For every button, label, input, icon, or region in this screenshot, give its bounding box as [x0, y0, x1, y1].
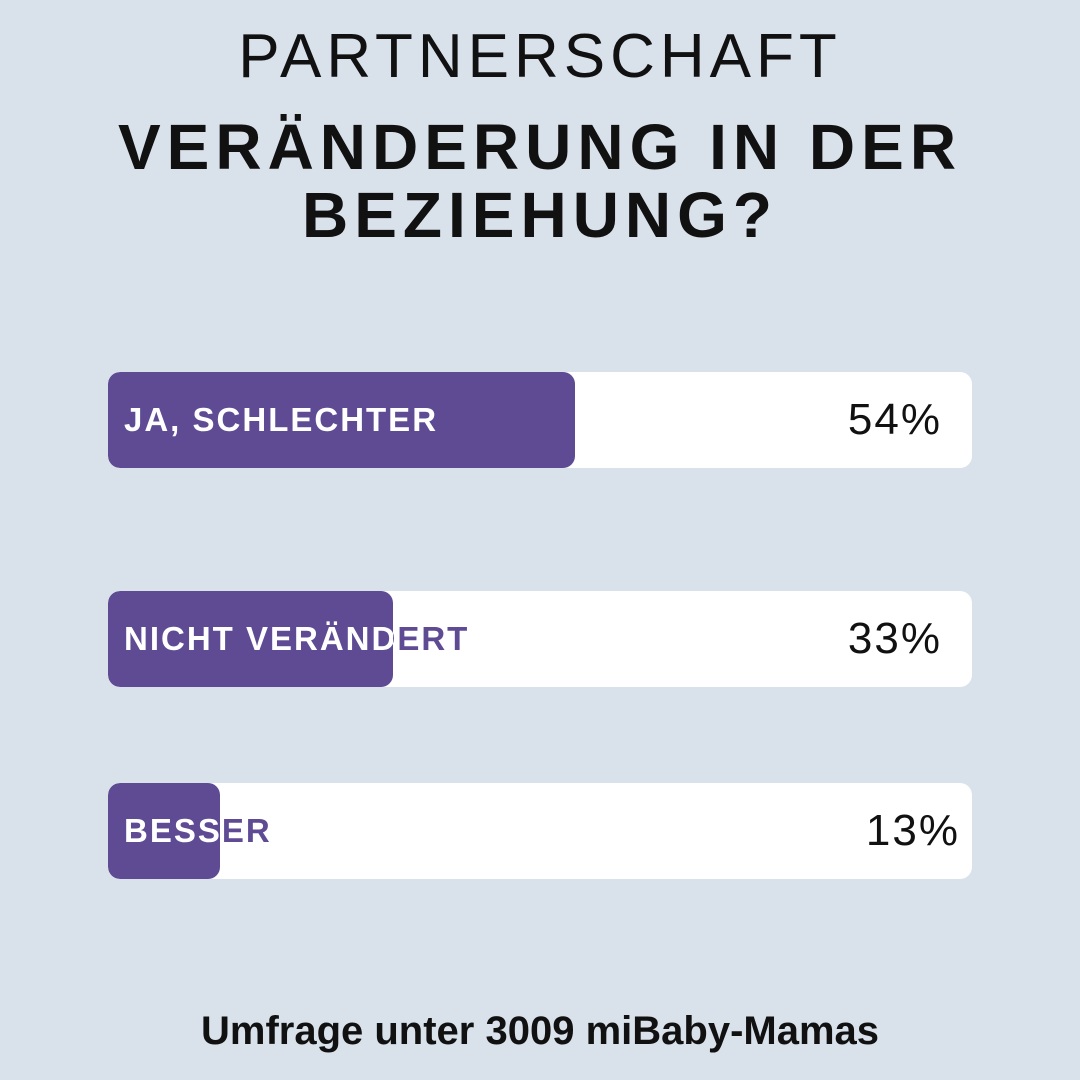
- bar-track-ja-schlechter: JA, SCHLECHTER JA, SCHLECHTER 54%: [108, 372, 972, 468]
- chart-title-line-2: BEZIEHUNG?: [302, 179, 778, 251]
- bar-value-besser: 13%: [865, 806, 960, 855]
- survey-footnote: Umfrage unter 3009 miBaby-Mamas: [200, 1009, 880, 1053]
- chart-title: VERÄNDERUNG IN DER BEZIEHUNG?: [0, 113, 1080, 249]
- kicker-label: PARTNERSCHAFT: [238, 22, 842, 91]
- bar-ja-schlechter: [108, 372, 575, 468]
- bar-label-ja-schlechter: JA, SCHLECHTER JA, SCHLECHTER: [124, 401, 439, 438]
- bar-value-nicht-verändert: 33%: [847, 614, 942, 663]
- bar-track-besser: BESSERBESSER 13%: [108, 783, 972, 879]
- chart-title-line-1: VERÄNDERUNG IN DER: [117, 111, 963, 183]
- bar-value-ja-schlechter: 54%: [847, 395, 942, 444]
- bar-besser: [108, 783, 220, 879]
- bar-nicht-verändert: [108, 591, 393, 687]
- bar-label-besser: BESSERBESSER: [124, 812, 272, 849]
